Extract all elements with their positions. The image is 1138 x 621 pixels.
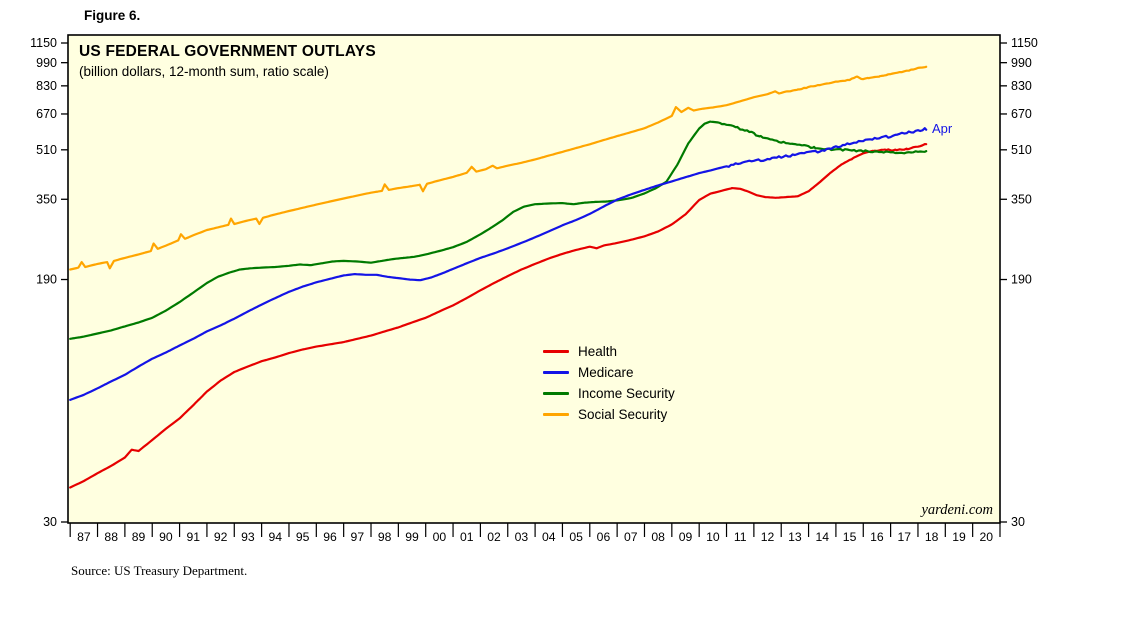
legend: Health Medicare Income Security Social S…	[543, 344, 675, 422]
svg-text:88: 88	[104, 530, 118, 544]
svg-text:00: 00	[433, 530, 447, 544]
svg-text:990: 990	[36, 56, 57, 70]
svg-text:18: 18	[925, 530, 939, 544]
svg-text:98: 98	[378, 530, 392, 544]
svg-text:06: 06	[597, 530, 611, 544]
svg-text:93: 93	[241, 530, 255, 544]
svg-text:12: 12	[761, 530, 775, 544]
svg-text:04: 04	[542, 530, 556, 544]
svg-text:190: 190	[1011, 273, 1032, 287]
svg-text:20: 20	[980, 530, 994, 544]
svg-text:19: 19	[952, 530, 966, 544]
svg-text:03: 03	[515, 530, 529, 544]
svg-text:91: 91	[186, 530, 200, 544]
source-note: Source: US Treasury Department.	[71, 563, 248, 578]
y-axis-right: 30 190 350 510 670 830 990 1150	[1000, 36, 1038, 529]
watermark: yardeni.com	[921, 502, 993, 518]
svg-text:89: 89	[132, 530, 146, 544]
svg-text:99: 99	[405, 530, 419, 544]
svg-text:1150: 1150	[1011, 36, 1038, 50]
legend-label-health: Health	[578, 344, 618, 359]
svg-text:92: 92	[214, 530, 228, 544]
series-line-medicare	[69, 127, 928, 401]
legend-item-income-security: Income Security	[543, 386, 675, 401]
svg-text:14: 14	[815, 530, 829, 544]
svg-text:510: 510	[1011, 143, 1032, 157]
svg-text:830: 830	[36, 79, 57, 93]
svg-text:95: 95	[296, 530, 310, 544]
svg-text:96: 96	[323, 530, 337, 544]
svg-text:17: 17	[898, 530, 912, 544]
svg-text:09: 09	[679, 530, 693, 544]
legend-label-medicare: Medicare	[578, 365, 634, 380]
svg-text:11: 11	[734, 530, 747, 544]
svg-text:94: 94	[269, 530, 283, 544]
svg-text:97: 97	[351, 530, 365, 544]
svg-text:01: 01	[460, 530, 474, 544]
svg-text:16: 16	[870, 530, 884, 544]
income-security-line-swatch	[543, 391, 569, 396]
svg-text:87: 87	[77, 530, 91, 544]
svg-text:190: 190	[36, 273, 57, 287]
svg-text:510: 510	[36, 143, 57, 157]
legend-item-medicare: Medicare	[543, 365, 675, 380]
health-line-swatch	[543, 349, 569, 354]
figure-label: Figure 6.	[84, 8, 141, 23]
svg-text:1150: 1150	[30, 36, 57, 50]
series-line-health	[69, 143, 928, 489]
svg-text:670: 670	[36, 107, 57, 121]
chart-title: US FEDERAL GOVERNMENT OUTLAYS	[79, 43, 376, 60]
svg-text:30: 30	[1011, 515, 1025, 529]
svg-text:990: 990	[1011, 56, 1032, 70]
apr-annotation: Apr	[932, 121, 953, 136]
svg-text:670: 670	[1011, 107, 1032, 121]
svg-text:02: 02	[487, 530, 501, 544]
series-line-income-security	[69, 120, 928, 340]
svg-text:30: 30	[43, 515, 57, 529]
legend-label-income-security: Income Security	[578, 386, 675, 401]
medicare-line-swatch	[543, 370, 569, 375]
series-line-social-security	[69, 65, 928, 271]
svg-text:90: 90	[159, 530, 173, 544]
x-axis: 87 88 89 90 91 92 93 94 95 96 97 98 99 00 01 02 03 04 05 06…	[69, 523, 1001, 544]
series-lines	[69, 65, 928, 489]
svg-text:05: 05	[569, 530, 583, 544]
legend-label-social-security: Social Security	[578, 407, 668, 422]
svg-text:15: 15	[843, 530, 857, 544]
svg-text:08: 08	[651, 530, 665, 544]
plot-background	[68, 35, 1000, 523]
social-security-line-swatch	[543, 412, 569, 417]
svg-text:10: 10	[706, 530, 720, 544]
chart-subtitle: (billion dollars, 12-month sum, ratio sc…	[79, 64, 329, 79]
legend-item-health: Health	[543, 344, 675, 359]
legend-item-social-security: Social Security	[543, 407, 675, 422]
y-axis-left: 30 190 350 510 670 830 990 1150	[30, 36, 68, 529]
svg-text:13: 13	[788, 530, 802, 544]
svg-text:350: 350	[36, 192, 57, 206]
svg-text:350: 350	[1011, 192, 1032, 206]
svg-text:830: 830	[1011, 79, 1032, 93]
svg-text:07: 07	[624, 530, 638, 544]
